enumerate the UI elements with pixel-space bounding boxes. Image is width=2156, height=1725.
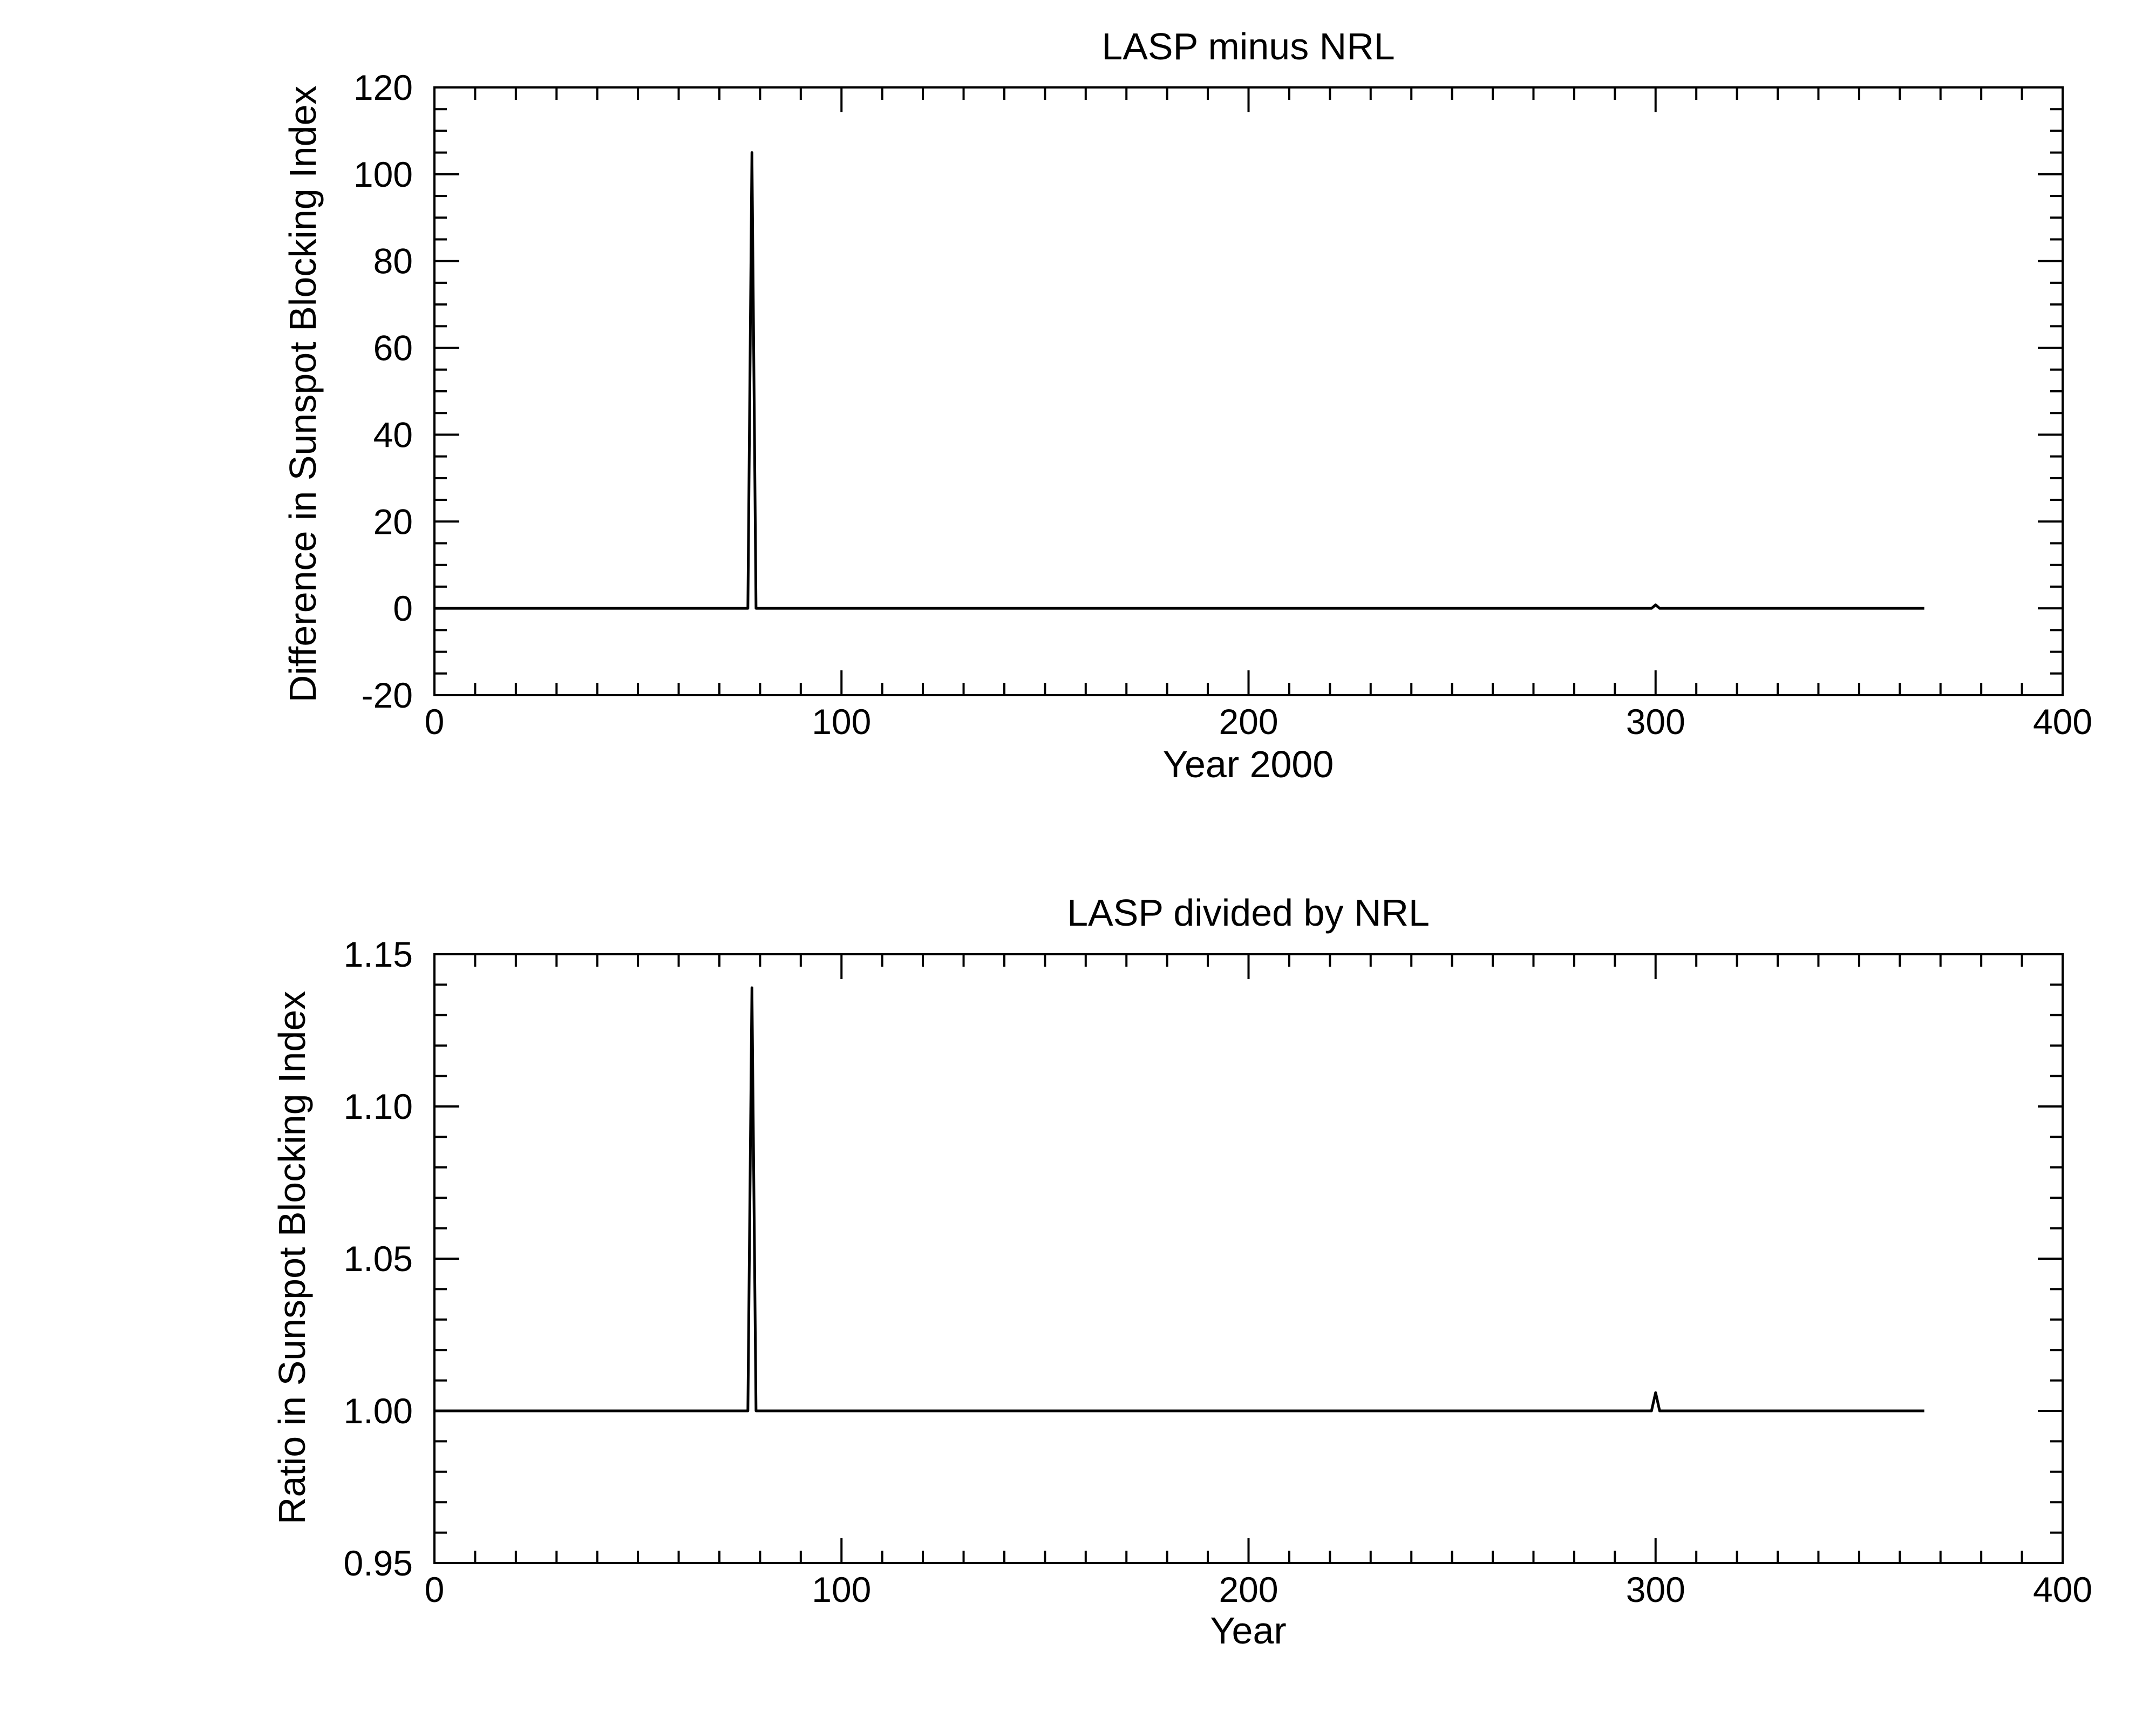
y-tick-label: 100 (353, 154, 413, 194)
difference-chart: LASP minus NRL Year 2000 Difference in S… (282, 25, 2092, 785)
y-tick-label: 60 (373, 328, 413, 368)
y-tick-label: 80 (373, 241, 413, 281)
x-tick-label: 300 (1626, 1570, 1685, 1609)
chart-title: LASP minus NRL (1101, 25, 1395, 67)
x-tick-label: 400 (2033, 1570, 2092, 1609)
series-line (434, 986, 1924, 1412)
ratio-chart: LASP divided by NRL Year Ratio in Sunspo… (271, 892, 2092, 1652)
x-tick-label: 0 (425, 1570, 445, 1609)
x-tick-label: 100 (812, 1570, 871, 1609)
y-tick-label: 1.00 (344, 1391, 413, 1431)
x-tick-label: 100 (812, 702, 871, 742)
y-tick-label: -20 (362, 675, 413, 715)
y-tick-label: 1.15 (344, 934, 413, 974)
x-tick-label: 200 (1219, 702, 1278, 742)
y-tick-label: 120 (353, 67, 413, 107)
y-axis-label: Difference in Sunspot Blocking Index (282, 86, 324, 703)
y-axis-label: Ratio in Sunspot Blocking Index (271, 991, 313, 1524)
x-axis-label: Year (1210, 1609, 1286, 1652)
chart-title: LASP divided by NRL (1067, 892, 1430, 934)
x-tick-label: 200 (1219, 1570, 1278, 1609)
x-axis-label: Year 2000 (1163, 743, 1334, 785)
y-tick-label: 0 (393, 588, 413, 628)
y-tick-label: 1.10 (344, 1086, 413, 1126)
y-tick-label: 40 (373, 415, 413, 454)
y-tick-label: 0.95 (344, 1543, 413, 1583)
x-tick-label: 300 (1626, 702, 1685, 742)
x-tick-label: 0 (425, 702, 445, 742)
y-tick-label: 1.05 (344, 1239, 413, 1279)
plot-frame (433, 86, 2064, 696)
x-tick-label: 400 (2033, 702, 2092, 742)
series-line (434, 151, 1924, 610)
plot-frame (433, 953, 2064, 1564)
y-tick-label: 20 (373, 501, 413, 541)
